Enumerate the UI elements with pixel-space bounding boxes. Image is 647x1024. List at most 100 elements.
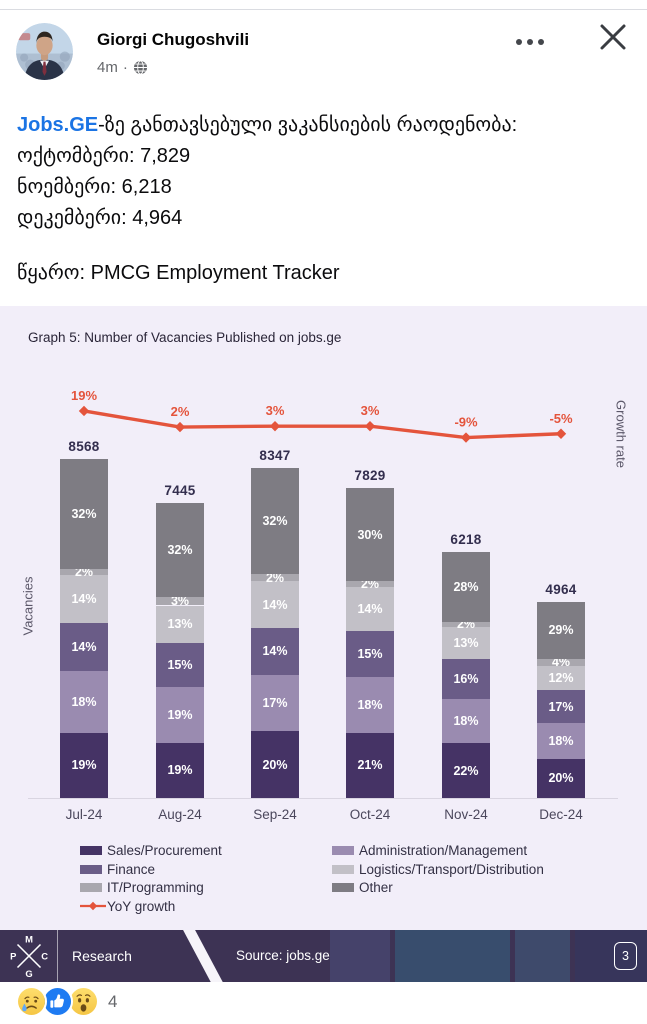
bar-segment — [251, 731, 299, 798]
bar-segment — [60, 732, 108, 798]
footer-photo-tint — [575, 930, 647, 982]
plot-area: 19% 18% 14% 14% 2% 32% 8568 Jul-24 19% 19% 15% 13% 3… — [0, 306, 647, 982]
bar-segment — [60, 459, 108, 569]
chart-title: Graph 5: Number of Vacancies Published o… — [28, 330, 342, 345]
page-number: 3 — [614, 942, 637, 970]
x-axis-label: Dec-24 — [539, 807, 583, 822]
bar-segment-label: 20% — [262, 757, 288, 772]
legend-swatch — [80, 883, 102, 893]
bar-segment-label: 16% — [453, 671, 479, 686]
post-meta: 4m · — [97, 59, 148, 76]
bar-segment-label: 13% — [167, 617, 193, 632]
bar-total-label: 8568 — [68, 439, 100, 454]
legend-label: YoY growth — [107, 898, 176, 914]
post-line-intro: Jobs.GE-ზე განთავსებული ვაკანსიების რაოდ… — [17, 110, 632, 141]
bar-total-label: 7829 — [354, 468, 386, 484]
reaction-count[interactable]: 4 — [108, 991, 118, 1011]
legend-label: Sales/Procurement — [107, 843, 222, 858]
bar-segment — [156, 605, 204, 644]
bar-segment-label: 21% — [357, 758, 383, 773]
footer-photo-tint — [515, 930, 570, 982]
stat-line: ნოემბერი: 6,218 — [17, 176, 172, 198]
bar-segment — [537, 601, 585, 659]
post-text: Jobs.GE-ზე განთავსებული ვაკანსიების რაოდ… — [17, 110, 632, 289]
pmcg-logo: M P C G — [10, 933, 48, 979]
x-axis-label: Aug-24 — [158, 807, 202, 822]
bar-segment-label: 22% — [453, 763, 479, 778]
bar-segment-label: 18% — [453, 713, 479, 728]
bar-segment-label: 14% — [71, 592, 97, 607]
bar-segment — [251, 627, 299, 675]
source-line: წყარო: PMCG Employment Tracker — [17, 262, 340, 284]
bar-segment — [60, 671, 108, 733]
meta-separator: · — [122, 59, 128, 76]
bar-segment — [251, 674, 299, 732]
chart-legend: Sales/Procurement Finance IT/Programming Ad… — [0, 306, 647, 982]
bar-segment-label: 14% — [262, 597, 288, 612]
bar-segment — [60, 568, 108, 576]
footer-photo-tint — [395, 930, 510, 982]
bar-segment-label: 29% — [548, 623, 574, 638]
bar-segment-label: 18% — [71, 695, 97, 710]
bar-segment — [60, 575, 108, 624]
bar-segment-label: 30% — [357, 527, 383, 542]
x-axis-label: Jul-24 — [65, 807, 103, 822]
x-axis-line — [28, 798, 618, 799]
bar-segment — [442, 658, 490, 699]
footer-photo-tint — [330, 930, 390, 982]
chart-image[interactable]: Graph 5: Number of Vacancies Published o… — [0, 306, 647, 982]
bar-segment-label: 32% — [167, 543, 193, 558]
bar-segment-label: 19% — [71, 758, 97, 773]
bar-segment-label: 20% — [548, 771, 574, 786]
bar-segment — [442, 698, 490, 744]
bar-total-label: 7445 — [164, 483, 196, 499]
bar-segment — [442, 626, 490, 659]
bar-segment-label: 19% — [167, 707, 193, 722]
bar-segment-label: 17% — [262, 695, 288, 710]
legend-label: Finance — [107, 861, 156, 877]
bar-segment — [346, 581, 394, 588]
wow-reaction-icon[interactable] — [68, 986, 99, 1017]
sad-reaction-icon[interactable] — [16, 986, 47, 1017]
bar-segment — [346, 677, 394, 733]
profile-photo — [16, 23, 73, 80]
legend-label: Other — [359, 880, 393, 896]
avatar[interactable] — [16, 23, 73, 80]
bar-segment-label: 14% — [357, 602, 383, 617]
intro-text: -ზე განთავსებული ვაკანსიების რაოდენობა: — [98, 114, 518, 136]
bar-segment-label: 32% — [262, 514, 288, 529]
legend-swatch — [332, 864, 354, 874]
timestamp[interactable]: 4m — [97, 59, 118, 76]
jobs-ge-link[interactable]: Jobs.GE — [17, 114, 99, 136]
logo-letter: C — [41, 951, 48, 962]
bar-segment-label: 12% — [548, 671, 574, 686]
legend-swatch — [332, 846, 354, 855]
bar-segment — [537, 758, 585, 798]
bar-total-label: 8347 — [259, 447, 291, 463]
bar-segment-label: 15% — [357, 646, 383, 661]
bar-segment-label: 19% — [167, 763, 193, 778]
bar-segment — [346, 630, 394, 678]
legend-swatch — [332, 883, 354, 893]
logo-letter: G — [25, 968, 32, 979]
bar-segment-label: 28% — [453, 579, 479, 594]
author-name[interactable]: Giorgi Chugoshvili — [97, 30, 250, 49]
bar-segment — [537, 689, 585, 724]
x-axis-label: Oct-24 — [349, 807, 391, 822]
legend-label: IT/Programming — [107, 880, 204, 896]
bar-segment — [537, 658, 585, 667]
more-options-button[interactable] — [516, 30, 560, 54]
close-button[interactable] — [596, 20, 630, 54]
legend-swatch — [80, 846, 102, 855]
reactions-bar[interactable]: 4 — [16, 986, 117, 1017]
divider — [0, 9, 647, 10]
bar-segment — [156, 503, 204, 597]
bar-segment — [346, 732, 394, 798]
bar-segment — [156, 596, 204, 606]
footer-source-label: Source: jobs.ge — [236, 948, 330, 963]
stat-line: დეკემბერი: 4,964 — [17, 207, 183, 229]
bar-segment — [156, 687, 204, 743]
bar-segment — [251, 467, 299, 575]
bar-segment-label: 15% — [167, 658, 193, 673]
